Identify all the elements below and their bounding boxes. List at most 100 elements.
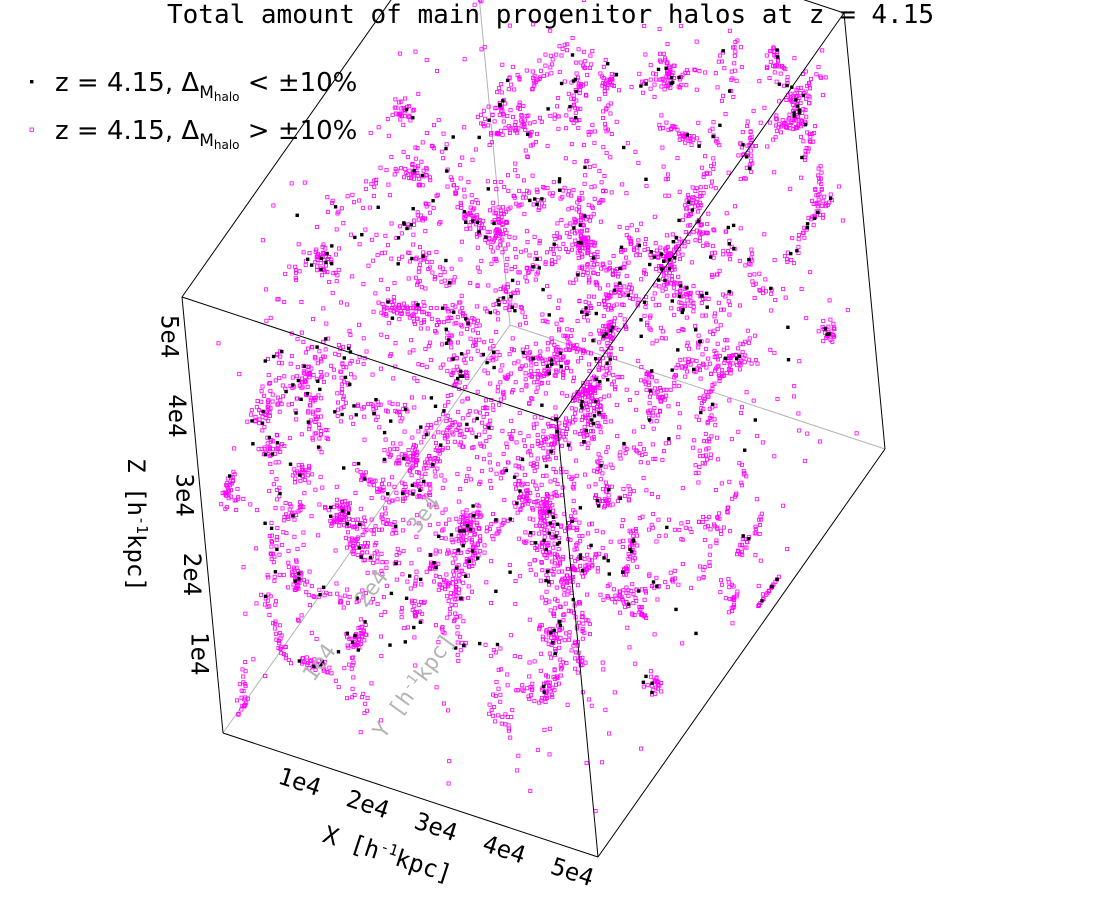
halo-point-high-delta xyxy=(429,425,434,430)
halo-point-high-delta xyxy=(559,217,564,222)
halo-point-high-delta xyxy=(315,361,320,366)
halo-point-high-delta xyxy=(500,428,505,433)
halo-point-high-delta xyxy=(569,333,574,338)
halo-point-high-delta xyxy=(273,378,278,383)
halo-point-high-delta xyxy=(726,610,731,615)
halo-point-high-delta xyxy=(653,303,658,308)
halo-point-high-delta xyxy=(505,113,510,118)
halo-point-high-delta xyxy=(600,530,605,535)
halo-point-high-delta xyxy=(411,176,416,181)
halo-point-high-delta xyxy=(385,518,390,523)
halo-point-high-delta xyxy=(706,356,711,361)
halo-point-high-delta xyxy=(821,215,826,220)
halo-point-high-delta xyxy=(592,163,597,168)
halo-point-high-delta xyxy=(295,365,300,370)
halo-point-high-delta xyxy=(569,328,574,333)
halo-point-high-delta xyxy=(791,261,796,266)
halo-point-high-delta xyxy=(772,350,777,355)
halo-point-high-delta xyxy=(373,291,378,296)
halo-point-high-delta xyxy=(727,312,732,317)
halo-point-high-delta xyxy=(473,409,478,414)
halo-point-high-delta xyxy=(586,618,591,623)
halo-point-high-delta xyxy=(708,544,713,549)
halo-point-high-delta xyxy=(586,484,591,489)
halo-point-high-delta xyxy=(595,569,600,574)
halo-point-high-delta xyxy=(749,361,754,366)
halo-point-high-delta xyxy=(529,453,534,458)
halo-point-high-delta xyxy=(405,579,410,584)
halo-point-high-delta xyxy=(599,180,604,185)
halo-point-high-delta xyxy=(334,227,339,232)
halo-point-high-delta xyxy=(303,350,308,355)
halo-point-high-delta xyxy=(268,388,273,393)
halo-point-high-delta xyxy=(467,223,472,228)
halo-point-high-delta xyxy=(697,69,702,74)
halo-point-high-delta xyxy=(592,129,597,134)
halo-point-high-delta xyxy=(524,279,529,284)
halo-point-high-delta xyxy=(507,234,512,239)
halo-point-high-delta xyxy=(818,439,823,444)
halo-point-high-delta xyxy=(644,183,649,188)
halo-point-high-delta xyxy=(523,371,528,376)
halo-point-high-delta xyxy=(421,395,426,400)
halo-point-high-delta xyxy=(785,75,790,80)
halo-point-high-delta xyxy=(527,562,532,567)
halo-point-high-delta xyxy=(541,74,546,79)
halo-point-high-delta xyxy=(304,590,309,595)
halo-point-high-delta xyxy=(779,130,784,135)
halo-point-high-delta xyxy=(548,53,553,58)
halo-point-high-delta xyxy=(567,586,572,591)
halo-point-high-delta xyxy=(701,515,706,520)
halo-point-high-delta xyxy=(643,241,648,246)
halo-point-high-delta xyxy=(529,363,534,368)
halo-point-high-delta xyxy=(679,521,684,526)
halo-point-high-delta xyxy=(588,214,593,219)
halo-point-high-delta xyxy=(283,271,288,276)
halo-point-high-delta xyxy=(587,369,592,374)
halo-point-high-delta xyxy=(469,589,474,594)
halo-point-high-delta xyxy=(409,338,414,343)
halo-point-high-delta xyxy=(265,573,270,578)
halo-point-high-delta xyxy=(543,391,548,396)
halo-point-high-delta xyxy=(487,208,492,213)
halo-point-high-delta xyxy=(520,310,525,315)
halo-point-high-delta xyxy=(494,471,499,476)
halo-point-high-delta xyxy=(601,324,606,329)
halo-point-high-delta xyxy=(441,320,446,325)
halo-point-high-delta xyxy=(725,510,730,515)
halo-point-high-delta xyxy=(777,99,782,104)
halo-point-high-delta xyxy=(774,128,779,133)
halo-point-high-delta xyxy=(782,254,787,259)
halo-point-high-delta xyxy=(696,576,701,581)
halo-point-high-delta xyxy=(676,383,681,388)
halo-point-high-delta xyxy=(556,305,561,310)
halo-point-high-delta xyxy=(801,139,806,144)
halo-point-high-delta xyxy=(399,610,404,615)
halo-point-high-delta xyxy=(245,419,250,424)
halo-point-high-delta xyxy=(263,674,268,679)
halo-point-high-delta xyxy=(590,521,595,526)
halo-point-high-delta xyxy=(334,484,339,489)
halo-point-high-delta xyxy=(603,707,608,712)
halo-point-high-delta xyxy=(451,553,456,558)
halo-point-high-delta xyxy=(260,238,265,243)
halo-point-high-delta xyxy=(566,207,571,212)
halo-point-high-delta xyxy=(519,305,524,310)
halo-point-high-delta xyxy=(593,809,598,814)
halo-point-high-delta xyxy=(633,149,638,154)
halo-point-high-delta xyxy=(709,184,714,189)
halo-point-high-delta xyxy=(644,377,649,382)
halo-point-high-delta xyxy=(561,584,566,589)
halo-point-high-delta xyxy=(608,155,613,160)
halo-point-high-delta xyxy=(600,545,605,550)
halo-point-high-delta xyxy=(351,551,356,556)
halo-point-high-delta xyxy=(475,318,480,323)
halo-point-high-delta xyxy=(747,340,752,345)
halo-point-high-delta xyxy=(738,341,743,346)
halo-point-high-delta xyxy=(594,528,599,533)
halo-point-high-delta xyxy=(819,75,824,80)
halo-point-high-delta xyxy=(546,380,551,385)
halo-point-high-delta xyxy=(320,273,325,278)
halo-point-high-delta xyxy=(468,280,473,285)
halo-point-high-delta xyxy=(715,326,720,331)
